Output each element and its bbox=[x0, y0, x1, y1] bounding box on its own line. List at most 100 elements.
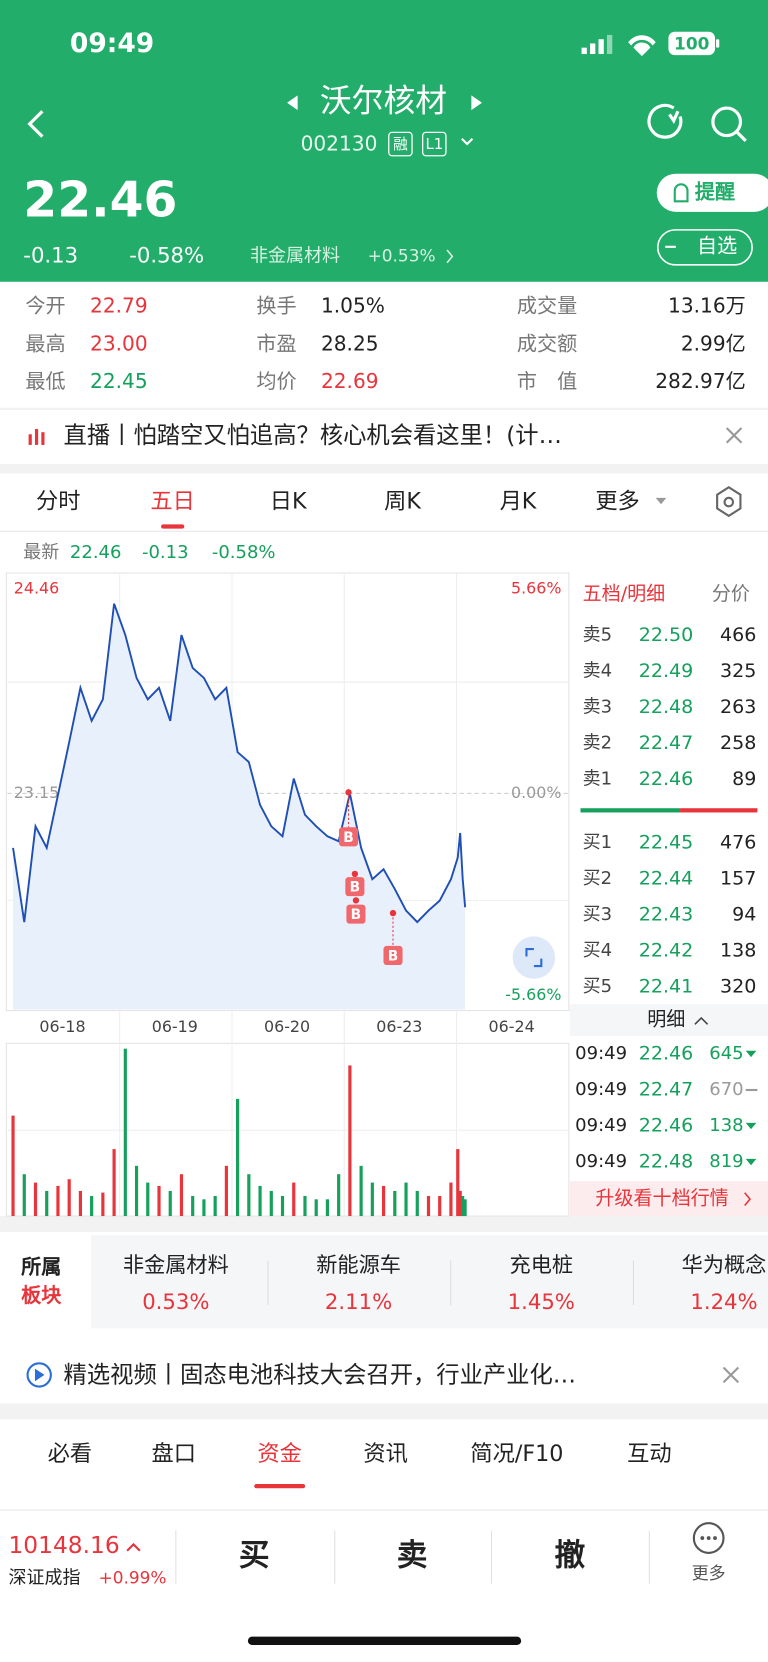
section-tab[interactable]: 资金 bbox=[257, 1441, 301, 1467]
watch-button[interactable] bbox=[657, 229, 753, 266]
stat-value: 282.97亿 bbox=[655, 369, 745, 393]
stock-name: 沃尔核材 bbox=[320, 84, 447, 120]
more-label[interactable]: 更多 bbox=[692, 1563, 726, 1583]
divider bbox=[0, 530, 768, 532]
section-tab[interactable]: 资讯 bbox=[363, 1441, 407, 1467]
divider bbox=[0, 1216, 768, 1232]
tick-time: 09:49 bbox=[575, 1079, 627, 1100]
tab-underline bbox=[161, 524, 185, 529]
volume-bar bbox=[247, 1174, 251, 1217]
volume-bar bbox=[393, 1190, 397, 1217]
volume-bar bbox=[67, 1179, 71, 1217]
stat-label: 最高 bbox=[25, 331, 65, 355]
volume-bar bbox=[415, 1190, 419, 1217]
next-stock[interactable] bbox=[471, 95, 482, 111]
chart-tab[interactable]: 五日 bbox=[150, 489, 194, 515]
sector-item-name[interactable]: 华为概念 bbox=[682, 1252, 767, 1277]
order-volume: 476 bbox=[720, 832, 756, 854]
close-banner[interactable] bbox=[725, 427, 743, 444]
section-tab[interactable]: 简况/F10 bbox=[470, 1441, 563, 1467]
volume-bar bbox=[314, 1199, 318, 1217]
sector-item-change: 1.24% bbox=[690, 1289, 757, 1314]
sector-item-name[interactable]: 非金属材料 bbox=[123, 1252, 229, 1277]
search-button[interactable] bbox=[711, 106, 747, 143]
code-dropdown[interactable] bbox=[461, 138, 474, 146]
section-tab[interactable]: 必看 bbox=[48, 1441, 92, 1467]
trade-button[interactable]: 卖 bbox=[397, 1538, 428, 1574]
home-indicator bbox=[247, 1636, 522, 1646]
section-tab[interactable]: 互动 bbox=[627, 1441, 671, 1467]
watch-label[interactable]: 自选 bbox=[697, 233, 737, 257]
tick-volume: 670 bbox=[709, 1079, 743, 1100]
order-price: 22.41 bbox=[639, 976, 694, 998]
order-price: 22.46 bbox=[639, 768, 694, 790]
order-price: 22.42 bbox=[639, 940, 694, 962]
more-icon[interactable] bbox=[692, 1522, 725, 1554]
change-pct: -0.58% bbox=[129, 242, 204, 267]
chart-tab[interactable]: 月K bbox=[500, 489, 538, 515]
chart-tab[interactable]: 更多 bbox=[595, 489, 639, 515]
stat-value: 13.16万 bbox=[668, 294, 746, 318]
video-text[interactable]: 精选视频丨固态电池科技大会召开，行业产业化… bbox=[64, 1361, 577, 1388]
x-tick-label: 06-19 bbox=[152, 1017, 198, 1036]
sector-card bbox=[91, 1235, 768, 1329]
banner-text[interactable]: 直播丨怕踏空又怕追高？核心机会看这里！(计… bbox=[64, 422, 562, 449]
order-price: 22.44 bbox=[639, 868, 694, 890]
upgrade-bg[interactable] bbox=[569, 1181, 768, 1217]
stat-value: 22.79 bbox=[90, 294, 148, 318]
volume-bar bbox=[224, 1165, 228, 1217]
order-price: 22.48 bbox=[639, 696, 694, 718]
latest-pct: -0.58% bbox=[212, 542, 276, 563]
divider bbox=[0, 407, 768, 410]
volume-bar bbox=[90, 1195, 94, 1217]
volume-bar bbox=[134, 1165, 139, 1217]
ratio-green bbox=[580, 808, 681, 813]
stat-value: 22.45 bbox=[90, 369, 148, 393]
order-price: 22.45 bbox=[639, 832, 694, 854]
status-icons bbox=[581, 31, 720, 57]
stat-label: 均价 bbox=[256, 369, 296, 393]
close-video[interactable] bbox=[722, 1366, 740, 1384]
volume-bar bbox=[168, 1190, 172, 1217]
y-tick-label: 23.15 bbox=[14, 783, 59, 802]
section-underline bbox=[254, 1484, 306, 1489]
volume-bar bbox=[146, 1182, 150, 1217]
alert-label[interactable]: 提醒 bbox=[695, 179, 735, 203]
chart-tab[interactable]: 日K bbox=[270, 489, 308, 515]
order-volume: 157 bbox=[720, 868, 756, 890]
trade-button[interactable]: 撤 bbox=[555, 1538, 586, 1574]
section-tab[interactable]: 盘口 bbox=[151, 1441, 195, 1467]
back-button[interactable] bbox=[27, 110, 44, 138]
tick-volume: 645 bbox=[709, 1043, 743, 1064]
volume-bar bbox=[11, 1115, 15, 1217]
index-value: 10148.16 bbox=[8, 1532, 119, 1559]
expand-icon bbox=[525, 948, 543, 968]
tick-arrow bbox=[745, 1050, 757, 1058]
order-volume: 138 bbox=[720, 940, 756, 962]
volume-bar bbox=[449, 1182, 453, 1217]
index-name: 深证成指 bbox=[8, 1567, 80, 1588]
sector-item-change: 1.45% bbox=[508, 1289, 575, 1314]
badge: L1 bbox=[425, 136, 443, 153]
order-label: 卖2 bbox=[583, 733, 612, 754]
prev-stock[interactable] bbox=[287, 95, 298, 111]
volume-bar bbox=[123, 1048, 127, 1217]
sector-label: 板块 bbox=[21, 1283, 62, 1307]
chart-tab[interactable]: 分时 bbox=[36, 489, 80, 515]
order-label: 卖5 bbox=[583, 625, 612, 646]
expand-button[interactable] bbox=[512, 936, 556, 979]
sector-item-name[interactable]: 充电桩 bbox=[510, 1252, 574, 1277]
tick-time: 09:49 bbox=[575, 1115, 627, 1136]
sector-item-name[interactable]: 新能源车 bbox=[316, 1252, 401, 1277]
refresh-button[interactable] bbox=[647, 103, 683, 139]
latest-price: 22.46 bbox=[70, 542, 122, 563]
trade-button[interactable]: 买 bbox=[239, 1538, 270, 1574]
settings-button[interactable] bbox=[716, 486, 742, 518]
stat-label: 市盈 bbox=[256, 331, 296, 355]
chart-tab[interactable]: 周K bbox=[384, 489, 422, 515]
tick-volume: 819 bbox=[709, 1151, 743, 1172]
tick-price: 22.48 bbox=[639, 1151, 694, 1173]
order-label: 买5 bbox=[583, 976, 612, 997]
order-price: 22.50 bbox=[639, 624, 694, 646]
volume-bar bbox=[78, 1190, 83, 1217]
